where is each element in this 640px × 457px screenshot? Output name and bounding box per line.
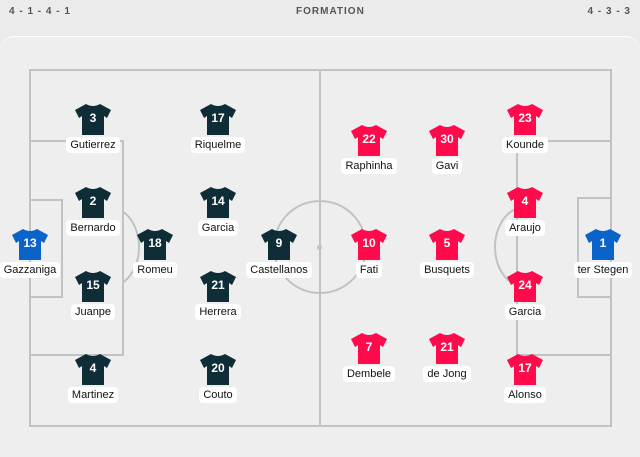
player[interactable]: 3 Gutierrez <box>53 103 133 153</box>
away-formation: 4 - 3 - 3 <box>587 6 631 17</box>
player[interactable]: 4 Martinez <box>53 353 133 403</box>
jersey-icon: 1 <box>584 228 622 260</box>
player[interactable]: 2 Bernardo <box>53 186 133 236</box>
player-number: 1 <box>599 236 607 250</box>
player[interactable]: 9 Castellanos <box>239 228 319 278</box>
player[interactable]: 21 Herrera <box>178 270 258 320</box>
player[interactable]: 30 Gavi <box>407 124 487 174</box>
jersey-icon: 22 <box>350 124 388 156</box>
jersey-icon: 9 <box>260 228 298 260</box>
jersey-icon: 17 <box>506 353 544 385</box>
player[interactable]: 7 Dembele <box>329 332 409 382</box>
player-number: 18 <box>148 236 162 250</box>
player-number: 2 <box>89 194 97 208</box>
player[interactable]: 5 Busquets <box>407 228 487 278</box>
jersey-icon: 7 <box>350 332 388 364</box>
player-name: Gazzaniga <box>0 262 61 278</box>
player-name: Garcia <box>197 220 239 236</box>
player-number: 21 <box>440 340 454 354</box>
player-number: 21 <box>211 278 225 292</box>
player-name: Gavi <box>431 158 463 174</box>
formation-header: 4 - 1 - 4 - 1 FORMATION 4 - 3 - 3 <box>0 0 640 26</box>
player-name: Romeu <box>133 262 177 278</box>
center-spot <box>317 245 322 250</box>
player-number: 14 <box>211 194 225 208</box>
player-number: 15 <box>86 278 100 292</box>
player[interactable]: 10 Fati <box>329 228 409 278</box>
player[interactable]: 14 Garcia <box>178 186 258 236</box>
player-number: 17 <box>211 111 225 125</box>
player-number: 23 <box>518 111 532 125</box>
player-name: Dembele <box>342 366 396 382</box>
player-name: ter Stegen <box>573 262 633 278</box>
jersey-icon: 3 <box>74 103 112 135</box>
player-name: Juanpe <box>70 304 116 320</box>
player[interactable]: 20 Couto <box>178 353 258 403</box>
player[interactable]: 15 Juanpe <box>53 270 133 320</box>
player-name: Garcia <box>504 304 546 320</box>
jersey-icon: 2 <box>74 186 112 218</box>
player[interactable]: 24 Garcia <box>485 270 565 320</box>
player[interactable]: 18 Romeu <box>115 228 195 278</box>
jersey-icon: 24 <box>506 270 544 302</box>
player-number: 3 <box>89 111 97 125</box>
jersey-icon: 20 <box>199 353 237 385</box>
player[interactable]: 17 Alonso <box>485 353 565 403</box>
jersey-icon: 21 <box>428 332 466 364</box>
player-number: 17 <box>518 361 532 375</box>
player-name: Araujo <box>505 220 545 236</box>
jersey-icon: 14 <box>199 186 237 218</box>
player-name: Couto <box>199 387 237 403</box>
jersey-icon: 10 <box>350 228 388 260</box>
player-name: Herrera <box>195 304 241 320</box>
player-name: Fati <box>355 262 383 278</box>
jersey-icon: 21 <box>199 270 237 302</box>
player-name: Gutierrez <box>66 137 120 153</box>
player-name: Kounde <box>502 137 548 153</box>
player-number: 20 <box>211 361 225 375</box>
player-number: 7 <box>365 340 373 354</box>
player[interactable]: 22 Raphinha <box>329 124 409 174</box>
player-number: 9 <box>275 236 283 250</box>
player[interactable]: 1 ter Stegen <box>563 228 640 278</box>
player[interactable]: 4 Araujo <box>485 186 565 236</box>
player-number: 10 <box>362 236 376 250</box>
player-number: 5 <box>443 236 451 250</box>
jersey-icon: 13 <box>11 228 49 260</box>
jersey-icon: 4 <box>506 186 544 218</box>
player-number: 4 <box>89 361 97 375</box>
jersey-icon: 17 <box>199 103 237 135</box>
player-name: Bernardo <box>66 220 120 236</box>
player[interactable]: 23 Kounde <box>485 103 565 153</box>
player-number: 13 <box>23 236 37 250</box>
player-number: 4 <box>521 194 529 208</box>
player-name: Riquelme <box>190 137 246 153</box>
player-name: Martinez <box>67 387 119 403</box>
jersey-icon: 18 <box>136 228 174 260</box>
jersey-icon: 15 <box>74 270 112 302</box>
player-name: Alonso <box>504 387 546 403</box>
player[interactable]: 21 de Jong <box>407 332 487 382</box>
home-formation: 4 - 1 - 4 - 1 <box>9 6 71 17</box>
player-number: 22 <box>362 132 376 146</box>
jersey-icon: 4 <box>74 353 112 385</box>
player-number: 24 <box>518 278 532 292</box>
jersey-icon: 5 <box>428 228 466 260</box>
jersey-icon: 30 <box>428 124 466 156</box>
player-number: 30 <box>440 132 454 146</box>
player[interactable]: 17 Riquelme <box>178 103 258 153</box>
player-name: Castellanos <box>246 262 312 278</box>
player[interactable]: 13 Gazzaniga <box>0 228 70 278</box>
player-name: Busquets <box>420 262 474 278</box>
player-name: Raphinha <box>341 158 397 174</box>
header-title: FORMATION <box>296 6 365 17</box>
player-name: de Jong <box>423 366 471 382</box>
jersey-icon: 23 <box>506 103 544 135</box>
